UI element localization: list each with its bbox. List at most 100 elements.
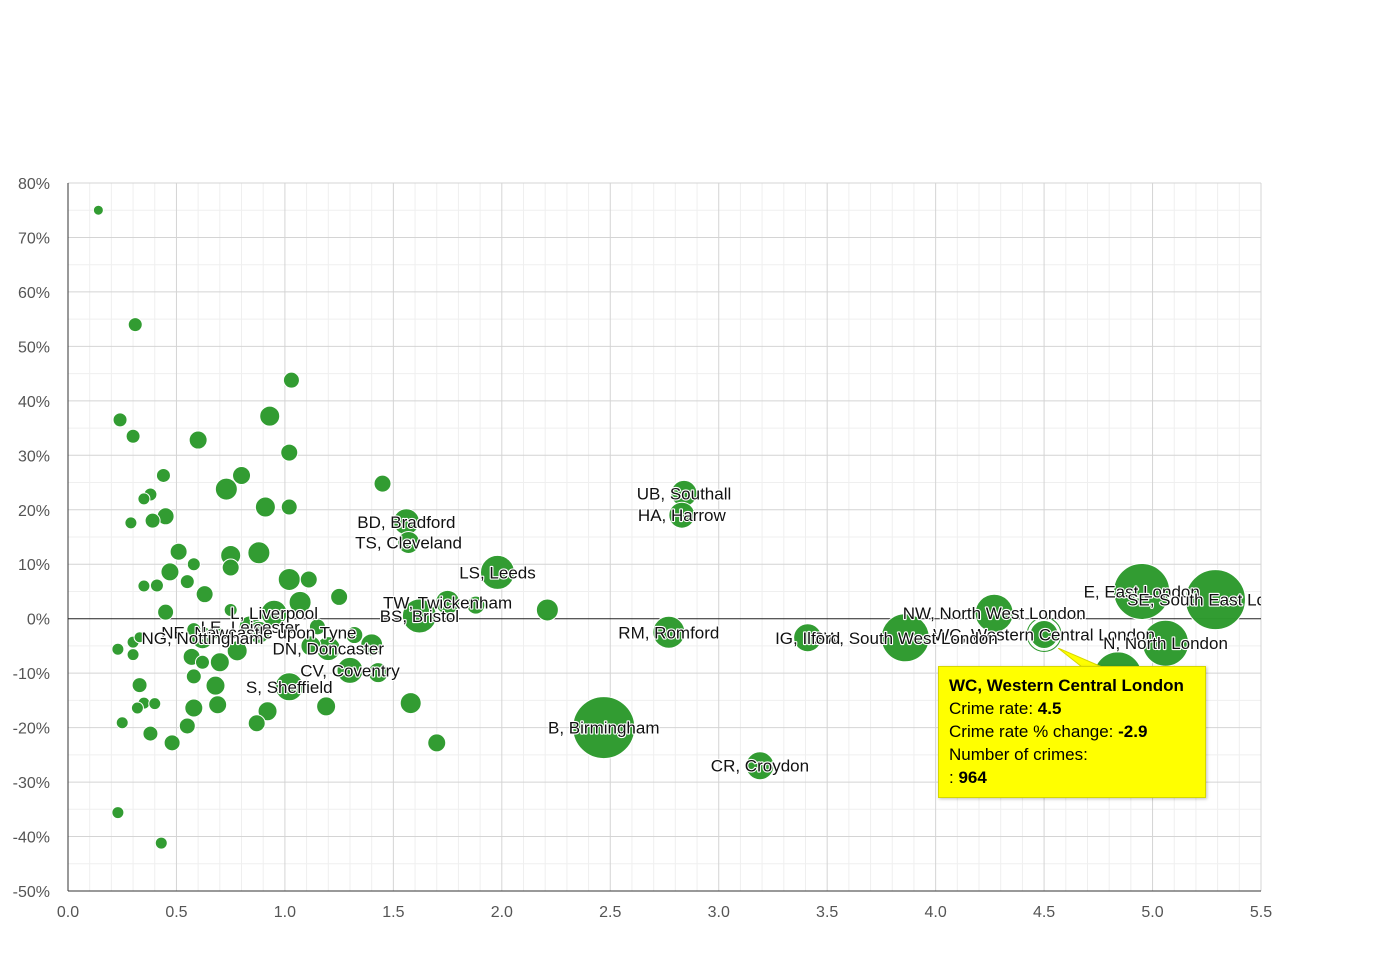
labeled-bubble	[652, 615, 686, 649]
x-tick-label: 3.0	[708, 904, 730, 921]
bubble-label: NE, Newcastle upon Tyne	[161, 623, 356, 642]
y-tick-label: 10%	[18, 557, 50, 574]
bubble-label: HA, Harrow	[638, 506, 727, 525]
bubble	[148, 697, 162, 711]
bubble	[144, 512, 161, 529]
bubble	[184, 698, 204, 718]
bubble-label: NW, North West London	[903, 604, 1086, 623]
y-tick-label: -50%	[13, 884, 50, 901]
bubble	[427, 733, 447, 753]
bubble	[280, 443, 299, 462]
bubble	[137, 492, 151, 506]
labeled-bubble	[1029, 619, 1059, 649]
y-tick-label: 30%	[18, 448, 50, 465]
bubble-label: LE, Leicester	[201, 618, 301, 637]
bubble-label: TS, Cleveland	[355, 533, 462, 552]
labeled-bubble	[479, 554, 515, 590]
bubble	[254, 496, 276, 518]
bubble-label: E, East London	[1084, 582, 1200, 601]
bubble	[308, 618, 326, 636]
tooltip-change-label: Crime rate % change:	[949, 722, 1119, 741]
bubble-label: SE, South East London	[1127, 591, 1304, 610]
bubble	[186, 622, 202, 638]
bubble	[214, 477, 238, 501]
bubble	[535, 598, 559, 622]
bubble	[188, 430, 208, 450]
bubble	[124, 516, 138, 530]
labeled-bubble	[260, 599, 288, 627]
bubble	[223, 602, 238, 617]
bubble	[194, 654, 210, 670]
labeled-bubble	[572, 696, 636, 760]
bubble-label: WC, Western Central London	[933, 625, 1155, 644]
labeled-bubble	[435, 589, 461, 615]
bubble	[155, 467, 171, 483]
labeled-bubble	[880, 613, 930, 663]
bubble	[130, 701, 144, 715]
bubble-series	[92, 204, 1246, 850]
bubble	[247, 541, 271, 565]
bubble	[115, 716, 129, 730]
bubble	[133, 631, 146, 644]
x-tick-label: 5.0	[1141, 904, 1163, 921]
bubble-label: B, Birmingham	[548, 719, 659, 738]
tooltip-change-value: -2.9	[1118, 722, 1148, 741]
bubble	[205, 675, 226, 696]
bubble-label: TW, Twickenham	[383, 593, 512, 612]
bubble	[149, 578, 164, 593]
y-tick-label: -20%	[13, 721, 50, 738]
bubble	[169, 542, 188, 561]
y-tick-label: -40%	[13, 830, 50, 847]
y-tick-label: 60%	[18, 285, 50, 302]
bubble	[179, 574, 195, 590]
labeled-bubble	[336, 656, 364, 684]
bubble	[399, 692, 422, 715]
x-tick-label: 4.0	[925, 904, 947, 921]
tooltip-rate-value: 4.5	[1037, 699, 1062, 718]
bubble	[157, 603, 175, 621]
bubble	[131, 677, 148, 694]
tooltip-crimes-prefix: :	[949, 768, 959, 787]
tooltip-title: WC, Western Central London	[949, 676, 1184, 695]
bubble	[127, 317, 143, 333]
bubble	[92, 204, 104, 216]
y-tick-label: -30%	[13, 775, 50, 792]
hover-ring	[1026, 616, 1062, 652]
bubble	[282, 371, 300, 389]
bubble	[126, 648, 140, 662]
bubble	[185, 668, 202, 685]
y-tick-label: 20%	[18, 503, 50, 520]
bubble	[125, 428, 141, 444]
x-tick-label: 0.0	[57, 904, 79, 921]
y-tick-label: 50%	[18, 339, 50, 356]
bubble	[288, 590, 312, 614]
bubble	[280, 498, 298, 516]
bubble-label: NG, Nottingham	[142, 629, 264, 648]
bubble	[208, 695, 228, 715]
tooltip: WC, Western Central London Crime rate: 4…	[938, 666, 1206, 798]
bubble	[466, 595, 486, 615]
labeled-bubble	[274, 672, 304, 702]
x-tick-label: 1.5	[382, 904, 404, 921]
bubble-label: SW, South West London	[813, 629, 998, 648]
labeled-bubble	[1113, 562, 1171, 620]
bubble	[154, 836, 168, 850]
bubble-label: CR, Croydon	[711, 757, 809, 776]
bubble	[247, 714, 266, 733]
bubble	[232, 465, 252, 485]
bubble-label: UB, Southall	[637, 484, 732, 503]
x-tick-label: 1.0	[274, 904, 296, 921]
bubble	[178, 717, 196, 735]
bubble	[163, 734, 181, 752]
bubble	[257, 701, 278, 722]
bubble	[226, 640, 248, 662]
labeled-bubble	[401, 598, 437, 634]
bubble	[330, 587, 349, 606]
x-tick-label: 5.5	[1250, 904, 1272, 921]
tooltip-pointer	[1058, 648, 1103, 668]
labeled-bubble	[793, 623, 823, 653]
x-tick-label: 2.0	[491, 904, 513, 921]
x-tick-label: 2.5	[599, 904, 621, 921]
bubble-label: BS, Bristol	[380, 607, 459, 626]
